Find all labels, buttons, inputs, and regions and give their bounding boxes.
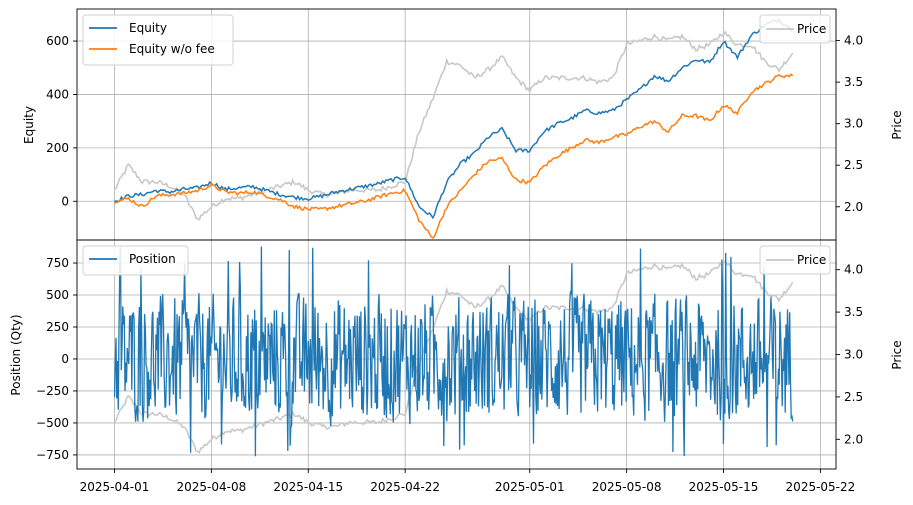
y-tick-label: −500 <box>36 416 69 430</box>
y-tick-label: −250 <box>36 384 69 398</box>
y-tick-label: 500 <box>46 288 69 302</box>
y-tick-label-right: 3.5 <box>844 75 863 89</box>
y-tick-label: 250 <box>46 320 69 334</box>
y-tick-label: 200 <box>46 141 69 155</box>
x-tick-label: 2025-05-08 <box>592 480 662 494</box>
legend-box <box>82 245 189 276</box>
legend-box <box>82 14 234 66</box>
equity-wo-fee-line <box>114 73 794 239</box>
y-tick-label-right: 2.0 <box>844 432 863 446</box>
y-tick-label: 0 <box>61 194 69 208</box>
price-line <box>113 259 794 454</box>
legend-label-price: Price <box>797 253 826 267</box>
price-y-ticks-bottom: 2.0 2.5 3.0 3.5 4.0 <box>836 263 863 446</box>
price-y-ticks-top: 2.0 2.5 3.0 3.5 4.0 <box>836 34 863 214</box>
legend-box-right <box>759 14 831 44</box>
y-tick-label: 600 <box>46 34 69 48</box>
x-tick-label: 2025-04-15 <box>273 480 343 494</box>
position-legend: Position <box>82 245 189 276</box>
y-tick-label: −750 <box>36 448 69 462</box>
legend-label: Equity <box>129 21 167 35</box>
x-tick-label: 2025-05-22 <box>786 480 856 494</box>
y-tick-label: 750 <box>46 256 69 270</box>
x-ticks: 2025-04-01 2025-04-08 2025-04-15 2025-04-22… <box>80 469 856 494</box>
y-tick-label-right: 4.0 <box>844 263 863 277</box>
legend-label-price: Price <box>797 22 826 36</box>
legend-label: Equity w/o fee <box>129 42 215 56</box>
position-y-ticks: −750 −500 −250 0 250 500 750 <box>36 256 77 462</box>
position-line <box>113 246 794 457</box>
y-tick-label: 0 <box>61 352 69 366</box>
price-series-bottom <box>113 259 794 454</box>
equity-y-ticks: 0 200 400 600 <box>46 34 77 208</box>
x-tick-label: 2025-04-08 <box>177 480 247 494</box>
legend-label: Position <box>129 252 176 266</box>
equity-series <box>114 18 794 239</box>
y-tick-label: 400 <box>46 87 69 101</box>
price-legend-bottom: Price <box>759 245 831 275</box>
price-series-top <box>113 30 794 221</box>
position-series <box>113 246 794 457</box>
y-tick-label-right: 4.0 <box>844 34 863 48</box>
price-line <box>113 30 794 221</box>
price-legend-top: Price <box>759 14 831 44</box>
y-tick-label-right: 2.5 <box>844 158 863 172</box>
x-tick-label: 2025-05-15 <box>689 480 759 494</box>
y-tick-label-right: 2.5 <box>844 390 863 404</box>
equity-y-label: Equity <box>22 106 36 144</box>
equity-line <box>114 18 793 220</box>
position-panel: −750 −500 −250 0 250 500 750 2.0 2.5 3.0 3.5 4.0 2… <box>9 239 904 494</box>
price-y-label-top: Price <box>890 110 904 139</box>
y-tick-label-right: 3.0 <box>844 348 863 362</box>
price-y-label-bottom: Price <box>890 340 904 369</box>
position-y-label: Position (Qty) <box>9 314 23 395</box>
equity-legend: Equity Equity w/o fee <box>82 14 234 66</box>
x-tick-label: 2025-04-22 <box>370 480 440 494</box>
y-tick-label-right: 2.0 <box>844 200 863 214</box>
y-tick-label-right: 3.0 <box>844 117 863 131</box>
x-tick-label: 2025-04-01 <box>80 480 150 494</box>
x-tick-label: 2025-05-01 <box>495 480 565 494</box>
y-tick-label-right: 3.5 <box>844 305 863 319</box>
legend-box-right <box>759 245 831 275</box>
